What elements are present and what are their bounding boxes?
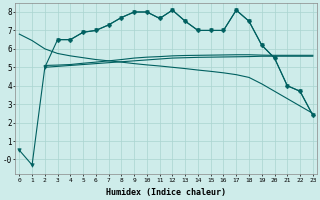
X-axis label: Humidex (Indice chaleur): Humidex (Indice chaleur) xyxy=(106,188,226,197)
